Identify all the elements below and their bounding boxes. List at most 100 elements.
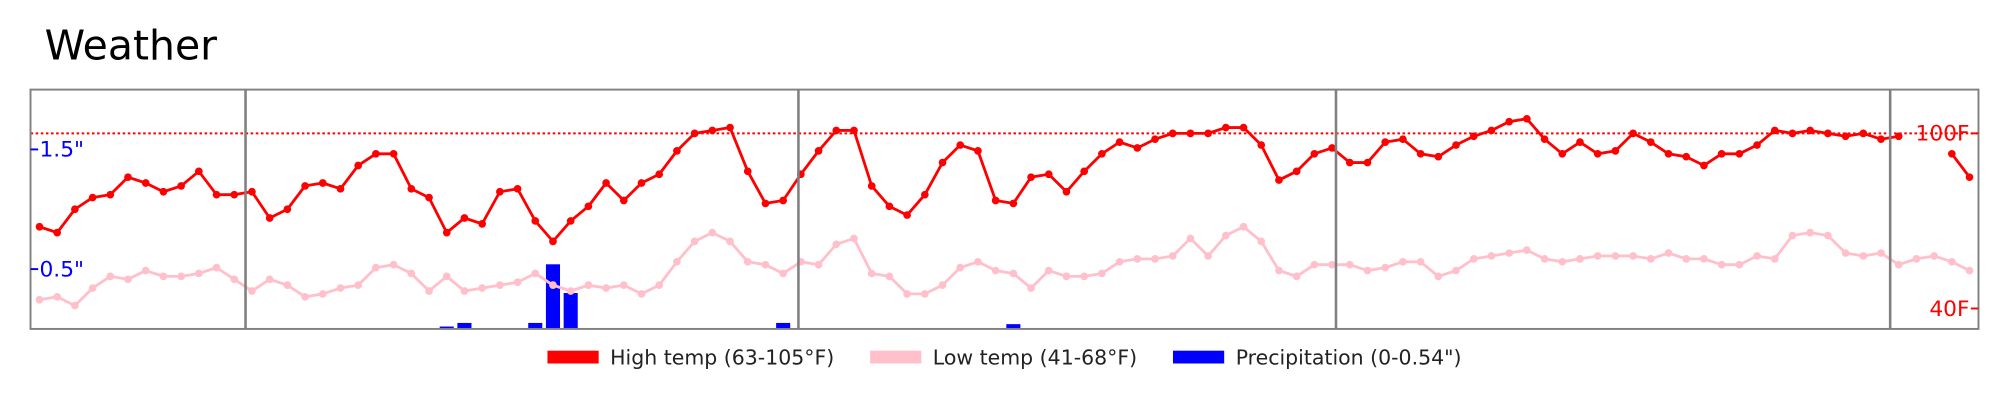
point: [549, 237, 557, 246]
point: [354, 161, 363, 170]
point: [194, 167, 203, 176]
precip-bar: [439, 326, 454, 329]
point: [177, 272, 185, 281]
plot-frame: [29, 88, 1980, 330]
point: [903, 211, 911, 219]
point: [1062, 272, 1071, 281]
point: [566, 287, 575, 295]
point: [407, 269, 416, 278]
point: [425, 287, 433, 295]
point: [1877, 249, 1885, 257]
point: [1469, 255, 1478, 263]
point: [1664, 149, 1673, 158]
point: [1611, 147, 1620, 155]
point: [602, 179, 610, 187]
point: [1469, 132, 1478, 141]
chart-title: Weather: [45, 22, 218, 70]
point: [974, 257, 982, 266]
point: [708, 126, 717, 135]
point: [230, 190, 239, 199]
point: [1593, 252, 1602, 260]
point: [1027, 173, 1035, 181]
point: [549, 281, 557, 289]
point: [1735, 149, 1744, 158]
point: [372, 149, 380, 158]
point: [425, 193, 433, 202]
point: [1947, 149, 1956, 158]
point: [566, 217, 575, 225]
point: [248, 287, 256, 295]
point: [1027, 284, 1035, 292]
point: [850, 126, 858, 135]
point: [1098, 149, 1106, 158]
point: [372, 263, 380, 272]
point: [920, 190, 929, 199]
point: [1540, 255, 1549, 263]
point: [1770, 126, 1779, 135]
point: [655, 170, 664, 179]
legend-swatch: [870, 350, 922, 364]
point: [35, 295, 44, 304]
line: [1950, 152, 1971, 179]
point: [1452, 266, 1460, 275]
plot-area: [30, 114, 1979, 329]
point: [354, 281, 363, 289]
point: [301, 182, 309, 190]
point: [71, 301, 79, 310]
point: [1416, 257, 1425, 266]
point: [832, 240, 841, 249]
point: [1080, 167, 1089, 176]
point: [1328, 260, 1336, 269]
point: [956, 141, 965, 149]
point: [1770, 255, 1779, 263]
point: [1452, 141, 1460, 149]
point: [1186, 234, 1195, 243]
point: [124, 275, 132, 284]
point: [265, 214, 274, 222]
point: [1717, 149, 1726, 158]
point: [814, 147, 823, 155]
point: [1700, 255, 1708, 263]
precip-bar: [528, 322, 543, 329]
point: [1859, 129, 1868, 138]
point: [1434, 272, 1443, 281]
point: [1399, 135, 1407, 144]
point: [1044, 170, 1053, 179]
point: [1841, 249, 1850, 257]
point: [1310, 149, 1319, 158]
point: [177, 182, 185, 190]
point: [938, 158, 947, 167]
point: [1540, 135, 1549, 144]
point: [336, 184, 345, 193]
precip-bar: [776, 322, 791, 329]
point: [619, 281, 628, 289]
point: [885, 202, 894, 211]
point: [1257, 237, 1266, 246]
precip-bar: [545, 264, 561, 329]
point: [283, 281, 292, 289]
point: [1912, 255, 1921, 263]
point: [1753, 141, 1761, 149]
precip-bar: [563, 293, 578, 329]
line: [39, 117, 1899, 243]
point: [1558, 257, 1567, 266]
point: [53, 228, 62, 237]
point: [743, 257, 752, 266]
point: [619, 196, 628, 205]
point: [141, 266, 150, 275]
point: [1664, 249, 1673, 257]
point: [1009, 199, 1018, 208]
point: [1381, 138, 1390, 146]
point: [1859, 252, 1868, 260]
point: [460, 214, 469, 222]
point: [389, 260, 398, 269]
point: [1204, 252, 1212, 260]
point: [690, 129, 699, 138]
legend-label: Precipitation (0-0.54"): [1236, 345, 1462, 369]
point: [1044, 266, 1053, 275]
point: [336, 284, 345, 292]
point: [1646, 138, 1655, 146]
point: [1700, 161, 1708, 170]
